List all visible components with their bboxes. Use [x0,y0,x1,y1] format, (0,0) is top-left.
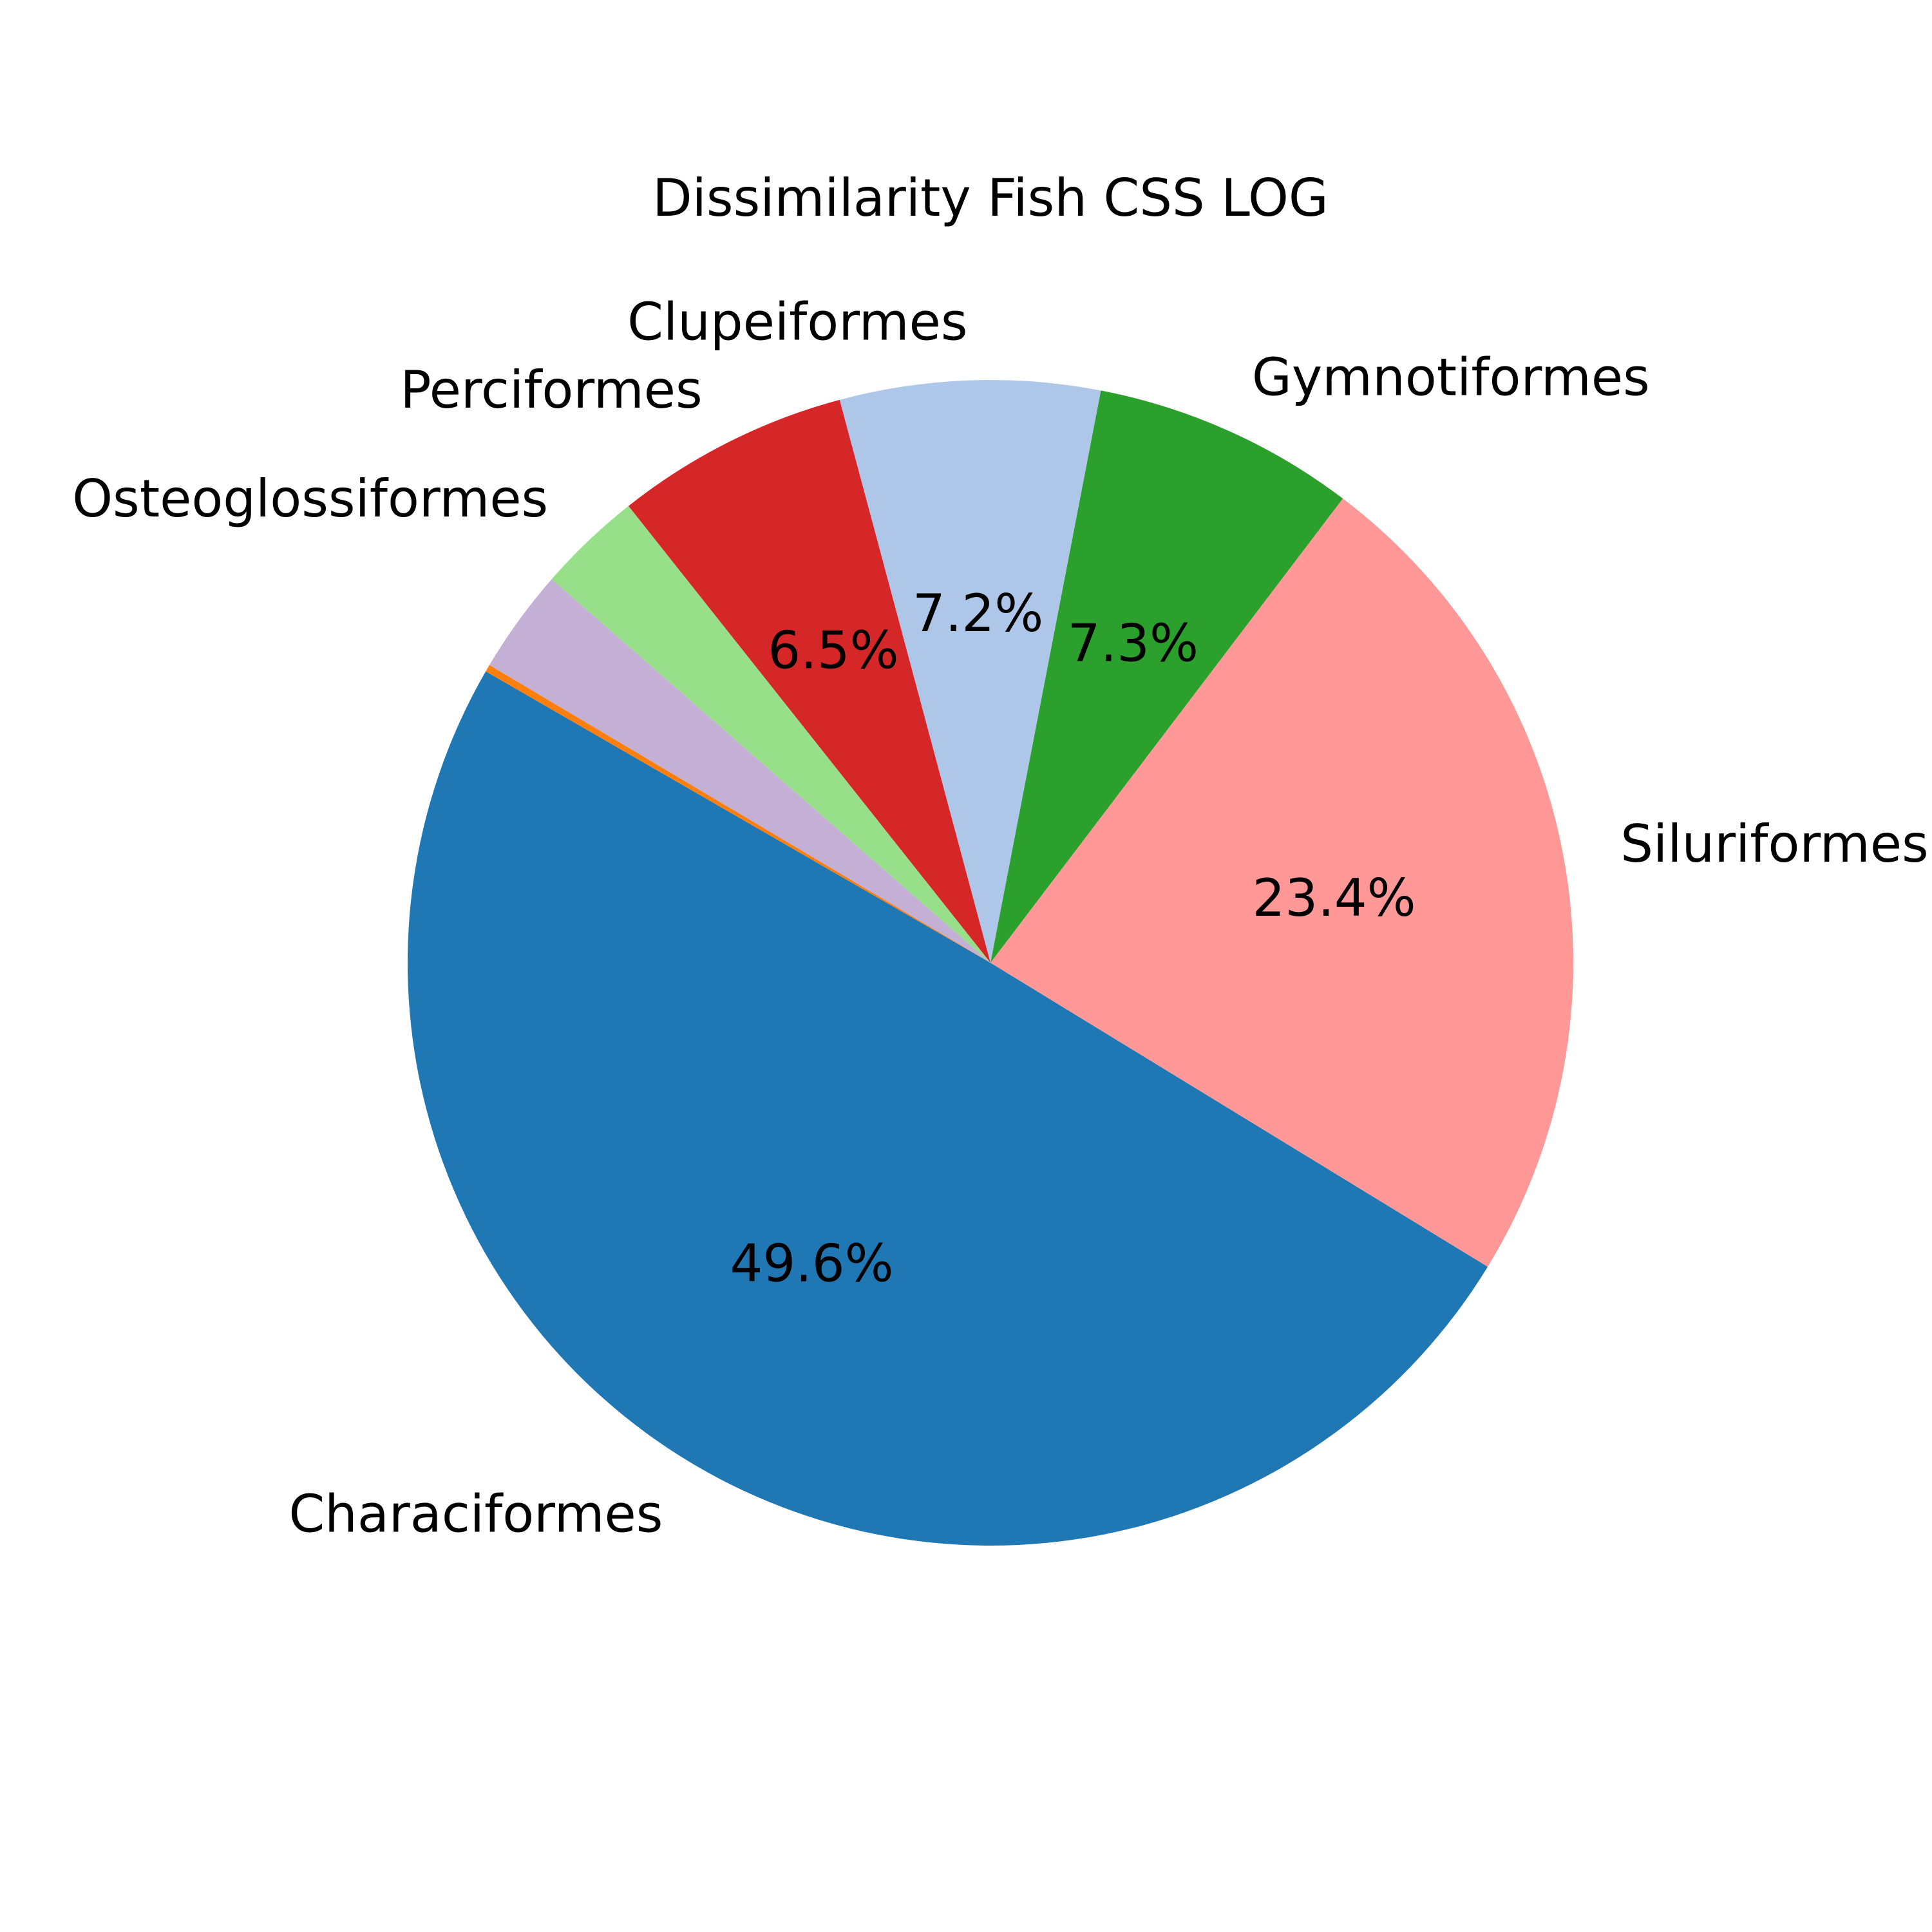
pie-slice-siluriformes [990,498,1573,1267]
pie-slice-characiformes [408,671,1488,1546]
pie-slice-unlabeled-6 [489,579,990,963]
slice-label-osteoglossiformes: Osteoglossiformes [72,469,548,529]
slice-label-characiformes: Characiformes [289,1484,663,1544]
pie-slice-unlabeled-7 [486,665,990,963]
pie-labels: Characiformes Siluriformes Gymnotiformes Cl… [72,292,1929,1544]
slice-percent-clupeiformes: 7.2% [913,583,1043,643]
pie-slices [408,380,1573,1546]
slice-label-siluriformes: Siluriformes [1620,814,1928,874]
pie-slice-perciformes [628,399,990,963]
pie-slice-osteoglossiformes [551,506,990,963]
slice-label-clupeiformes: Clupeiformes [627,292,967,352]
slice-label-perciformes: Perciformes [400,360,702,420]
pie-slice-clupeiformes [839,380,1101,963]
pie-percent-labels: 49.6% 23.4% 7.3% 7.2%6.5% [730,583,1416,1293]
slice-percent-siluriformes: 23.4% [1253,868,1416,928]
slice-percent-gymnotiformes: 7.3% [1068,614,1198,674]
slice-label-gymnotiformes: Gymnotiformes [1252,347,1650,407]
slice-percent-characiformes: 49.6% [730,1233,894,1293]
slice-percent-perciformes: 6.5% [768,620,898,680]
chart-title: Dissimilarity Fish CSS LOG [652,168,1329,228]
pie-slice-gymnotiformes [990,390,1343,963]
